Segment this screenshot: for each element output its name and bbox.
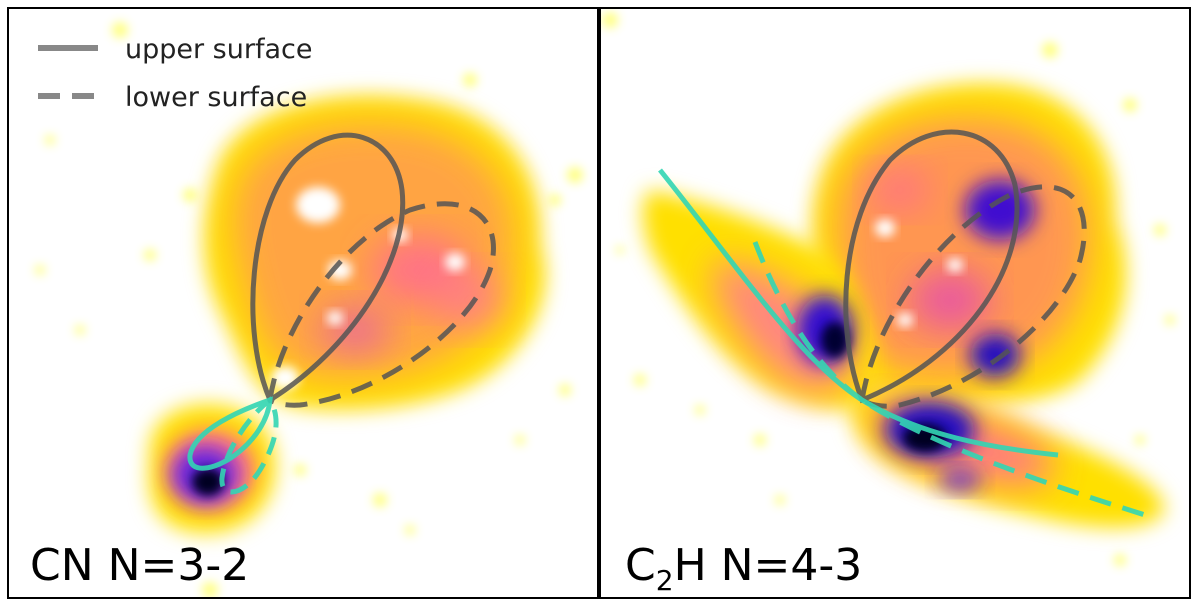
panel-label-c2h: C2H N=4-3	[625, 540, 862, 597]
c2h-noise-specks	[602, 12, 1175, 566]
panel-c2h: C2H N=4-3	[600, 8, 1190, 598]
cn-upper-surface-curve	[250, 132, 406, 404]
c2h-label-prefix: C	[625, 540, 656, 591]
cn-cyan-upper	[187, 396, 273, 471]
cn-model-surfaces	[250, 132, 496, 408]
c2h-emission	[642, 83, 1165, 528]
cn-cyan-lower	[219, 396, 279, 495]
legend-lower-label: lower surface	[125, 82, 307, 113]
panel-label-cn: CN N=3-2	[30, 540, 249, 591]
c2h-model-surfaces	[843, 129, 1087, 409]
c2h-cyan-lower	[752, 241, 1146, 518]
c2h-upper-surface-curve	[843, 129, 1020, 404]
c2h-cyan-surfaces	[658, 168, 1146, 518]
cn-emission	[149, 95, 546, 534]
c2h-lower-surface-curve	[859, 184, 1087, 409]
legend-upper-label: upper surface	[125, 34, 312, 65]
cn-lower-surface-curve	[267, 201, 496, 408]
legend: upper surface lower surface	[38, 34, 312, 113]
cn-cyan-surfaces	[187, 396, 279, 495]
cn-noise-specks	[35, 22, 583, 598]
c2h-label-suffix: H N=4-3	[674, 540, 863, 591]
c2h-label-subscript: 2	[656, 564, 674, 597]
frame-left	[7, 7, 599, 599]
panel-cn: upper surface lower surface CN N=3-2	[8, 8, 598, 598]
frame-right	[599, 7, 1191, 599]
